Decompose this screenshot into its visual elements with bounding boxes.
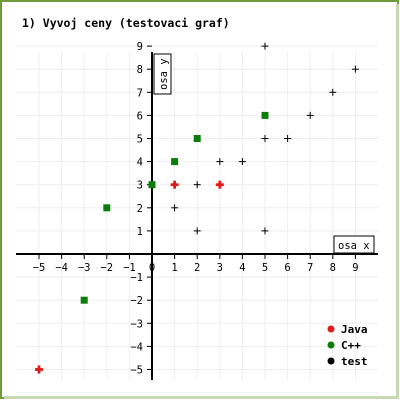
- x-tick-label: 5: [262, 262, 268, 274]
- y-tick-label: 7: [137, 87, 143, 99]
- chart-title: 1) Vyvoj ceny (testovaci graf): [22, 16, 230, 30]
- y-tick-label: 4: [137, 157, 143, 169]
- data-point-test: [351, 65, 359, 73]
- x-tick-label: 8: [330, 262, 336, 274]
- data-point-test: [171, 204, 179, 212]
- legend-label-java: Java: [341, 323, 368, 336]
- data-points: [35, 42, 359, 374]
- x-tick-label: 9: [352, 262, 358, 274]
- data-point-test: [284, 135, 292, 142]
- y-tick-label: −5: [130, 365, 143, 377]
- data-point-test: [261, 42, 269, 50]
- data-point-cpp: [171, 158, 179, 166]
- data-point-test: [238, 158, 246, 166]
- legend: Java C++ test: [327, 323, 368, 368]
- frame-shadow-bottom: [4, 396, 399, 399]
- data-point-test: [306, 111, 314, 119]
- data-point-test: [216, 158, 224, 166]
- frame-shadow-right: [396, 4, 399, 399]
- data-point-cpp: [193, 135, 201, 142]
- legend-label-cpp: C++: [341, 339, 361, 352]
- x-tick-label: −2: [100, 262, 113, 274]
- y-axis-title: osa y: [158, 58, 170, 90]
- y-tick-label: −2: [130, 295, 143, 307]
- y-tick-label: 9: [137, 41, 143, 53]
- data-point-test: [329, 88, 337, 96]
- data-point-cpp: [148, 181, 156, 189]
- data-point-cpp: [103, 204, 111, 212]
- x-tick-label: 7: [307, 262, 313, 274]
- data-point-java: [35, 365, 43, 374]
- y-tick-label: −1: [130, 272, 143, 284]
- y-axis-title-box: osa y: [153, 53, 172, 95]
- data-point-test: [193, 181, 201, 189]
- x-tick-label: −5: [33, 262, 46, 274]
- x-tick-label: 6: [284, 262, 290, 274]
- data-point-test: [261, 135, 269, 142]
- data-point-test: [261, 227, 269, 235]
- data-point-test: [193, 227, 201, 235]
- y-tick-label: 3: [137, 180, 143, 192]
- x-tick-label: −1: [123, 262, 136, 274]
- y-tick-label: 5: [137, 134, 143, 146]
- data-point-java: [170, 180, 179, 189]
- y-axis-title-frame: [153, 53, 172, 95]
- legend-marker-cpp: [327, 341, 335, 349]
- x-tick-label: −3: [78, 262, 91, 274]
- x-axis-title: osa x: [338, 240, 370, 252]
- y-tick-label: 1: [137, 226, 143, 238]
- x-tick-label: 3: [217, 262, 223, 274]
- y-tick-label: 2: [137, 203, 143, 215]
- axes: [16, 45, 378, 380]
- data-point-java: [215, 180, 224, 189]
- legend-label-test: test: [341, 355, 368, 368]
- tick-labels: −5 −4 −3 −2 −1 0 1 2 3 4 5 6 7 8 9 −5 −4 −3 −2 −1 1 2 3 4 5 6 7 8 9: [33, 41, 359, 376]
- legend-marker-test: [327, 357, 335, 365]
- y-tick-label: 6: [137, 110, 143, 122]
- data-point-cpp: [261, 111, 269, 119]
- y-tick-label: −3: [130, 318, 143, 330]
- x-tick-label: 2: [194, 262, 200, 274]
- x-tick-label: 1: [171, 262, 177, 274]
- x-tick-label: 0: [149, 262, 155, 274]
- y-tick-label: 8: [137, 64, 143, 76]
- legend-marker-java: [327, 325, 335, 333]
- x-tick-label: 4: [239, 262, 245, 274]
- x-tick-label: −4: [55, 262, 68, 274]
- x-axis-title-frame: [333, 235, 375, 254]
- x-axis-title-box: osa x: [333, 235, 375, 254]
- data-point-cpp: [80, 296, 88, 304]
- y-tick-label: −4: [130, 341, 143, 353]
